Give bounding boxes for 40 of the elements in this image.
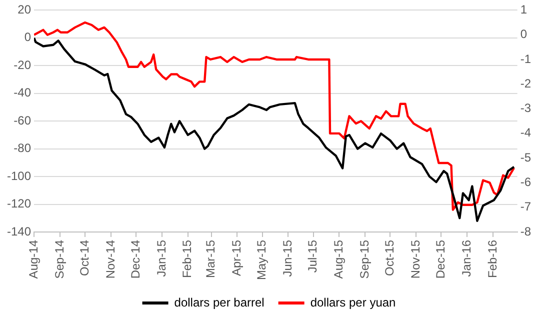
y-tick-label: -20 [14, 58, 32, 72]
x-tick-label: Jul-15 [306, 240, 320, 273]
x-tick-label: May-15 [254, 240, 269, 280]
x-tick-label: Oct-15 [382, 240, 397, 276]
x-tick-label: Nov-15 [408, 240, 422, 279]
y2-tick-label: -1 [520, 52, 532, 66]
x-tick-label: Nov-14 [103, 240, 118, 279]
x-tick-label: Dec-14 [128, 240, 142, 279]
y2-tick-label: -6 [520, 175, 532, 190]
y-tick-label: 20 [18, 2, 32, 17]
x-tick-label: Dec-15 [434, 240, 448, 279]
x-tick-label: Jan-16 [459, 240, 474, 277]
x-tick-label: Jun-15 [280, 240, 295, 277]
y-tick-label: -100 [6, 168, 32, 183]
x-tick-label: Aug-15 [332, 240, 346, 279]
legend-label: dollars per yuan [310, 295, 396, 310]
y-tick-label: -80 [14, 141, 32, 156]
y2-tick-label: 1 [520, 2, 528, 17]
y2-tick-label: -7 [520, 200, 532, 214]
y-tick-label: 0 [24, 30, 32, 44]
y-tick-label: -120 [6, 196, 32, 211]
legend-label: dollars per barrel [174, 295, 264, 310]
x-tick-label: Feb-16 [485, 240, 500, 278]
y-tick-label: -60 [14, 113, 32, 128]
x-tick-label: Sep-15 [357, 240, 372, 279]
x-tick-label: Sep-14 [52, 240, 66, 279]
y-tick-label: -40 [14, 86, 32, 100]
x-tick-label: Aug-14 [26, 240, 40, 279]
x-tick-label: Feb-15 [180, 240, 194, 278]
x-tick-label: Apr-15 [230, 240, 244, 276]
y2-tick-label: -5 [520, 150, 532, 164]
x-tick-label: Jan-15 [154, 240, 168, 277]
y2-tick-label: -4 [520, 126, 532, 140]
y2-tick-label: -8 [520, 224, 532, 238]
y-tick-label: -140 [6, 224, 32, 238]
y2-tick-label: 0 [520, 27, 528, 42]
x-tick-label: Mar-15 [204, 240, 218, 278]
x-tick-label: Oct-14 [77, 240, 92, 276]
y2-tick-label: -2 [520, 76, 532, 90]
y2-tick-label: -3 [520, 101, 532, 116]
